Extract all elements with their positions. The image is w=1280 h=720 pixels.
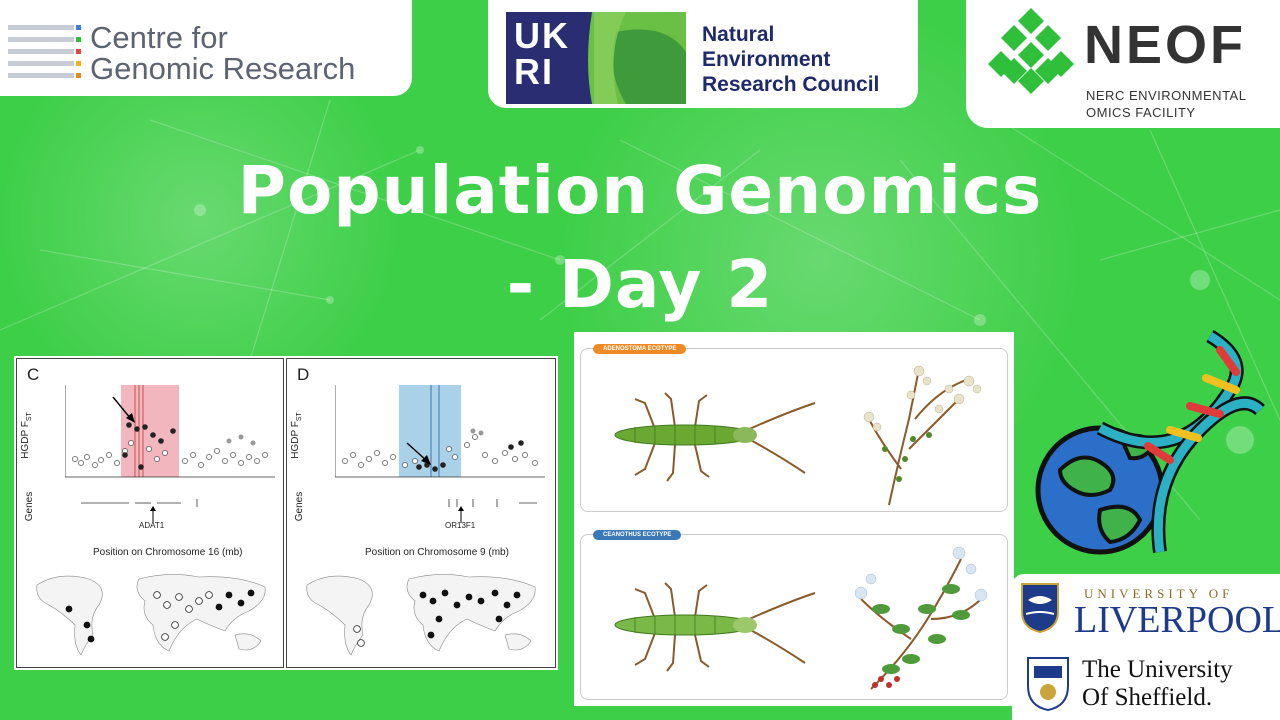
neof-line1: NERC ENVIRONMENTAL	[1086, 88, 1247, 103]
slide-title-line1: Population Genomics	[237, 152, 1043, 229]
sheffield-line1: The University	[1082, 656, 1233, 683]
panel-d-xlabel: Position on Chromosome 9 (mb)	[365, 547, 509, 558]
liverpool-line1: UNIVERSITY OF	[1084, 586, 1234, 601]
panel-d-world-map	[306, 574, 536, 656]
cgr-line2: Genomic Research	[90, 51, 356, 86]
ukri-mark-icon	[506, 12, 686, 104]
sheffield-line2: Of Sheffield.	[1082, 684, 1213, 711]
dna-globe-icon	[1035, 330, 1265, 555]
panel-d-letter: D	[297, 365, 310, 384]
fst-figure: C HGDP FST	[14, 356, 558, 670]
ukri-nerc-logo: UKRI Natural Environment Research Counci…	[488, 0, 918, 108]
panel-d: D HGDP FST	[286, 358, 556, 668]
liverpool-line2: LIVERPOOL	[1074, 599, 1280, 641]
panel-c-ylabel-text: HGDP F	[19, 421, 31, 459]
panel-d-genes-label: Genes	[294, 491, 306, 522]
neof-name: NEOF	[1084, 15, 1247, 75]
ecotype-top-label: ADENOSTOMA ECOTYPE	[593, 344, 687, 354]
panel-d-gene-name: OR13F1	[445, 521, 476, 530]
panel-c-plot	[65, 385, 275, 478]
adenostoma-plant-image	[863, 365, 982, 506]
nerc-line3: Research Council	[702, 73, 880, 96]
neof-logo: NEOF NERC ENVIRONMENTAL OMICS FACILITY	[966, 0, 1280, 128]
panel-d-ylabel-sub: ST	[295, 412, 303, 422]
panel-c-genes-label: Genes	[24, 491, 36, 522]
sheffield-crest-icon	[1027, 657, 1069, 712]
university-logos: UNIVERSITY OF LIVERPOOL The University O…	[1012, 574, 1280, 720]
panel-c-gene-name: ADAT1	[139, 521, 165, 530]
cgr-line1: Centre for	[90, 20, 228, 55]
cgr-bars-icon	[8, 25, 81, 78]
ecotype-bottom-label: CEANOTHUS ECOTYPE	[593, 530, 682, 540]
cgr-logo: Centre for Genomic Research	[0, 0, 412, 96]
panel-c-gene-track	[81, 499, 198, 523]
nerc-line1: Natural	[702, 23, 775, 46]
panel-c-ylabel-sub: ST	[25, 412, 33, 422]
neof-diamond-icon	[988, 8, 1074, 94]
panel-c-letter: C	[27, 365, 40, 384]
panel-d-gene-track	[448, 499, 537, 523]
panel-c-ylabel: HGDP FST	[20, 412, 33, 459]
panel-c-world-map	[36, 574, 266, 656]
ecotype-figure: ADENOSTOMA ECOTYPE CEANOTHUS ECOTYPE	[574, 332, 1014, 706]
ecotype-top-panel: ADENOSTOMA ECOTYPE	[580, 344, 1008, 512]
liverpool-crest-icon	[1021, 583, 1059, 634]
panel-c-xlabel: Position on Chromosome 16 (mb)	[93, 547, 243, 558]
panel-d-ylabel-text: HGDP F	[289, 421, 301, 459]
panel-c: C HGDP FST	[16, 358, 284, 668]
nerc-line2: Environment	[702, 48, 831, 71]
panel-d-plot	[335, 385, 545, 478]
panel-d-ylabel: HGDP FST	[290, 412, 303, 459]
ukri-wordmark: UKRI	[514, 15, 570, 92]
neof-line2: OMICS FACILITY	[1086, 105, 1196, 120]
insect-bottom-image	[614, 582, 816, 672]
slide-title-line2: - Day 2	[506, 246, 774, 323]
insect-top-image	[614, 392, 816, 482]
ecotype-bottom-panel: CEANOTHUS ECOTYPE	[580, 530, 1008, 700]
ceanothus-plant-image	[854, 546, 988, 690]
